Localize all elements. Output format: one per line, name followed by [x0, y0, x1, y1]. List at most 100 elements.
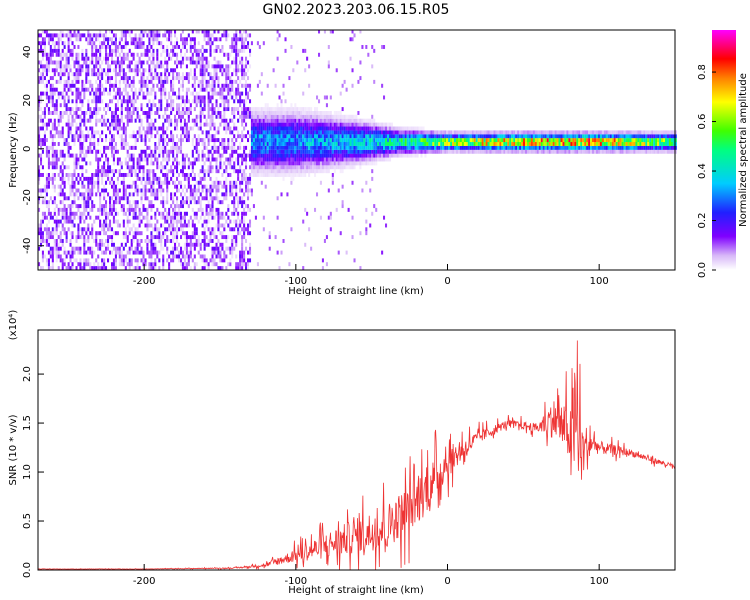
spectrogram-cell [183, 219, 186, 224]
spectrogram-cell [197, 188, 200, 193]
spectrogram-cell [321, 126, 324, 131]
spectrogram-cell [59, 188, 62, 193]
spectrogram-cell [168, 138, 171, 143]
spectrogram-cell [319, 215, 322, 220]
spectrogram-cell [132, 103, 135, 108]
spectrogram-cell [363, 134, 366, 139]
spectrogram-cell [140, 76, 143, 81]
spectrogram-cell [335, 114, 338, 119]
spectrogram-cell [367, 126, 370, 131]
spectrogram-cell [116, 200, 119, 205]
spectrogram-cell [67, 29, 70, 34]
spectrogram-cell [112, 242, 115, 247]
spectrogram-cell [262, 153, 265, 158]
spectrogram-cell [53, 91, 56, 96]
spectrogram-cell [394, 130, 397, 135]
spectrogram-cell [75, 266, 78, 271]
spectrogram-cell [211, 107, 214, 112]
spectrogram-cell [264, 122, 267, 127]
spectrogram-cell [136, 246, 139, 251]
spectrogram-cell [225, 219, 228, 224]
spectrogram-cell [168, 262, 171, 267]
spectrogram-cell [178, 72, 181, 77]
spectrogram-cell [59, 165, 62, 170]
spectrogram-cell [77, 33, 80, 38]
spectrogram-cell [280, 103, 283, 108]
spectrogram-cell [351, 37, 354, 42]
spectrogram-cell [122, 192, 125, 197]
spectrogram-cell [138, 176, 141, 181]
spectrogram-cell [176, 76, 179, 81]
spectrogram-cell [217, 91, 220, 96]
spectrogram-cell [71, 118, 74, 123]
spectrogram-cell [191, 126, 194, 131]
spectrogram-cell [375, 161, 378, 166]
spectrogram-cell [162, 200, 165, 205]
spectrogram-cell [329, 227, 332, 232]
spectrogram-cell [41, 76, 44, 81]
spectrogram-cell [172, 153, 175, 158]
spectrogram-cell [225, 165, 228, 170]
spectrogram-cell [369, 118, 372, 123]
spectrogram-cell [300, 145, 303, 150]
spectrogram-cell [122, 68, 125, 73]
spectrogram-cell [331, 130, 334, 135]
spectrogram-cell [290, 161, 293, 166]
spectrogram-cell [249, 52, 252, 57]
spectrogram-cell [114, 207, 117, 212]
spectrogram-cell [288, 107, 291, 112]
spectrogram-cell [49, 111, 52, 115]
spectrogram-cell [235, 41, 238, 46]
spectrogram-cell [158, 176, 161, 181]
spectrogram-cell [41, 37, 44, 42]
spectrogram-cell [154, 157, 157, 162]
spectrogram-cell [142, 68, 145, 73]
spectrogram-cell [136, 165, 139, 170]
spectrogram-cell [101, 250, 104, 255]
spectrogram-cell [335, 165, 338, 170]
spectrogram-cell [243, 258, 246, 263]
spectrogram-cell [221, 246, 224, 251]
spectrogram-cell [369, 153, 372, 158]
spectrogram-cell [87, 200, 90, 205]
spectrogram-cell [124, 83, 127, 88]
spectrogram-cell [298, 134, 301, 139]
spectrogram-cell [363, 122, 366, 127]
spectrogram-cell [138, 153, 141, 158]
spectrogram-cell [168, 157, 171, 162]
spectrogram-cell [385, 126, 388, 131]
spectrogram-cell [51, 145, 54, 150]
spectrogram-cell [93, 134, 96, 139]
spectrogram-cell [59, 207, 62, 212]
spectrogram-cell [51, 76, 54, 81]
spectrogram-cell [280, 157, 283, 162]
spectrogram-cell [53, 200, 56, 205]
spectrogram-cell [268, 111, 271, 115]
spectrogram-cell [51, 165, 54, 170]
spectrogram-cell [77, 235, 80, 240]
spectrogram-cell [308, 138, 311, 143]
spectrogram-cell [116, 169, 119, 174]
spectrogram-cell [245, 60, 248, 65]
spectrogram-cell [132, 41, 135, 46]
spectrogram-cell [122, 258, 125, 263]
spectrogram-cell [312, 134, 315, 139]
spectrogram-cell [389, 153, 392, 158]
spectrogram-cell [221, 95, 224, 100]
spectrogram-cell [237, 157, 240, 162]
spectrogram-cell [43, 130, 46, 135]
spectrogram-cell [124, 126, 127, 131]
spectrogram-cell [221, 231, 224, 236]
spectrogram-cell [61, 111, 64, 115]
spectrogram-cell [114, 68, 117, 73]
spectrogram-cell [136, 266, 139, 271]
spectrogram-cell [227, 103, 230, 108]
spectrogram-cell [103, 87, 106, 92]
spectrogram-cell [365, 157, 368, 162]
spectrogram-cell [201, 157, 204, 162]
spectrogram-cell [65, 60, 68, 65]
spectrogram-cell [203, 169, 206, 174]
spectrogram-cell [318, 138, 321, 143]
spectrogram-cell [61, 91, 64, 96]
spectrogram-cell [241, 153, 244, 158]
